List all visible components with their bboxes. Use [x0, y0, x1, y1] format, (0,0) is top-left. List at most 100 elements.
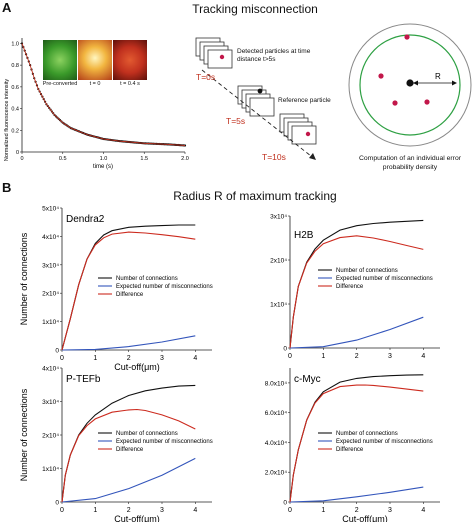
- legend-label: Number of connections: [336, 268, 398, 274]
- legend-label: Expected number of misconnections: [336, 439, 433, 445]
- panel-a-letter: A: [2, 0, 12, 15]
- decay-x-tick: 2.0: [181, 156, 189, 162]
- pre-converted-label: Pre-converted: [42, 81, 78, 87]
- reference-particle-label: Reference particle: [278, 97, 331, 104]
- legend-label: Number of connections: [116, 431, 178, 437]
- timeline-arrowhead: [309, 153, 316, 160]
- y-tick-label: 2x10⁴: [42, 433, 59, 440]
- panel-a-title: Tracking misconnection: [192, 2, 318, 16]
- decay-y-tick: 0.6: [11, 85, 19, 91]
- detected-particles-label: Detected particles at time distance t>5s: [237, 48, 311, 63]
- x-tick-label: 3: [388, 507, 392, 514]
- y-tick-label: 5x10⁴: [42, 206, 59, 213]
- series-line: [289, 316, 424, 349]
- y-tick-label: 0: [55, 348, 59, 355]
- time-label-0: T=0s: [196, 72, 215, 82]
- legend-label: Number of connections: [336, 431, 398, 437]
- y-tick-label: 1x10⁴: [42, 319, 59, 326]
- t0-label: t = 0: [89, 81, 101, 87]
- x-tick-label: 1: [93, 355, 97, 362]
- series-line: [61, 231, 196, 351]
- decay-y-tick: 1.0: [11, 41, 19, 47]
- legend-label: Difference: [336, 284, 364, 290]
- y-tick-label: 4x10⁴: [42, 234, 59, 241]
- y-tick-label: 0: [55, 500, 59, 507]
- y-tick-label: 8.0x10⁴: [265, 380, 288, 387]
- x-tick-label: 1: [321, 353, 325, 360]
- x-tick-label: 4: [193, 507, 197, 514]
- decay-x-tick: 0.5: [59, 156, 67, 162]
- y-tick-label: 2x10⁴: [42, 291, 59, 298]
- y-tick-label: 2.0x10⁴: [265, 470, 288, 477]
- x-tick-label: 2: [127, 355, 131, 362]
- legend-label: Difference: [116, 447, 144, 453]
- legend-label: Difference: [336, 447, 364, 453]
- y-tick-label: 3x10⁴: [42, 399, 59, 406]
- y-tick-label: 0: [283, 346, 287, 353]
- reference-particle-dot: [406, 79, 414, 87]
- y-tick-label: 4x10⁴: [42, 366, 59, 373]
- x-axis-label: Cut-off(μm): [342, 514, 388, 522]
- chart-label: P-TEFb: [66, 374, 101, 385]
- legend-label: Expected number of misconnections: [336, 276, 433, 282]
- x-tick-label: 0: [60, 507, 64, 514]
- time-label-10: T=10s: [262, 152, 286, 162]
- y-tick-label: 0: [283, 500, 287, 507]
- x-tick-label: 0: [60, 355, 64, 362]
- x-axis-label: Cut-off(μm): [114, 514, 160, 522]
- series-line: [61, 335, 196, 351]
- chart-label: Dendra2: [66, 214, 105, 225]
- x-axis-label: Cut-off(μm): [114, 362, 160, 372]
- decay-y-tick: 0: [16, 150, 19, 156]
- legend-label: Expected number of misconnections: [116, 284, 213, 290]
- x-tick-label: 2: [355, 353, 359, 360]
- y-tick-label: 1x10⁴: [270, 302, 287, 309]
- x-tick-label: 0: [288, 353, 292, 360]
- particle-dot: [424, 99, 430, 105]
- frame-stack-2: [237, 85, 275, 117]
- y-tick-label: 2x10⁴: [270, 258, 287, 265]
- radius-label: R: [435, 72, 441, 81]
- x-tick-label: 2: [355, 507, 359, 514]
- y-tick-label: 1x10⁴: [42, 466, 59, 473]
- chart-label: c-Myc: [294, 374, 321, 385]
- h2b-chart: 0 1x10⁴ 2x10⁴ 3x10⁴ 0 1 2 3 4 H2B Number of connec…: [270, 214, 440, 360]
- timeline-arrow: [201, 69, 317, 161]
- x-tick-label: 1: [93, 507, 97, 514]
- radius-arrowtail: [413, 80, 418, 86]
- panel-b-letter: B: [2, 180, 12, 195]
- particle-dot: [378, 73, 384, 79]
- panel-b-title: Radius R of maximum tracking: [173, 189, 337, 203]
- frame-stack-3: [279, 113, 317, 145]
- tracking-schematic: T=0s T=5s T=10s: [195, 37, 317, 162]
- legend-label: Difference: [116, 292, 144, 298]
- time-label-5: T=5s: [226, 116, 245, 126]
- decay-x-tick: 0: [20, 156, 23, 162]
- x-tick-label: 3: [160, 507, 164, 514]
- y-tick-label: 4.0x10⁴: [265, 440, 288, 447]
- y-tick-label: 6.0x10⁴: [265, 410, 288, 417]
- decay-x-tick: 1.0: [100, 156, 108, 162]
- decay-y-tick: 0.8: [11, 63, 19, 69]
- decay-x-tick: 1.5: [140, 156, 148, 162]
- legend-label: Number of connections: [116, 276, 178, 282]
- y-axis-label: Number of connections: [19, 388, 29, 481]
- decay-y-tick: 0.2: [11, 128, 19, 134]
- particle-dot: [392, 100, 398, 106]
- series-line: [289, 235, 424, 349]
- legend-label: Expected number of misconnections: [116, 439, 213, 445]
- x-tick-label: 2: [127, 507, 131, 514]
- y-tick-label: 3x10⁴: [270, 214, 287, 221]
- dendra2-chart: 0 1x10⁴ 2x10⁴ 3x10⁴ 4x10⁴ 5x10⁴ 0 1 2 3 4 Cut-off(μ…: [19, 206, 213, 373]
- decay-y-tick: 0.4: [11, 107, 19, 113]
- decay-y-label: Normalized fluorescence intensity: [4, 79, 10, 161]
- y-tick-label: 3x10⁴: [42, 262, 59, 269]
- x-tick-label: 3: [388, 353, 392, 360]
- fluorescence-inset: Pre-converted t = 0 t = 0.4 s: [43, 40, 148, 88]
- series-line: [289, 384, 424, 503]
- x-tick-label: 4: [421, 353, 425, 360]
- series-line: [61, 457, 196, 503]
- chart-label: H2B: [294, 230, 314, 241]
- x-tick-label: 4: [193, 355, 197, 362]
- frame-stack-1: [195, 37, 233, 69]
